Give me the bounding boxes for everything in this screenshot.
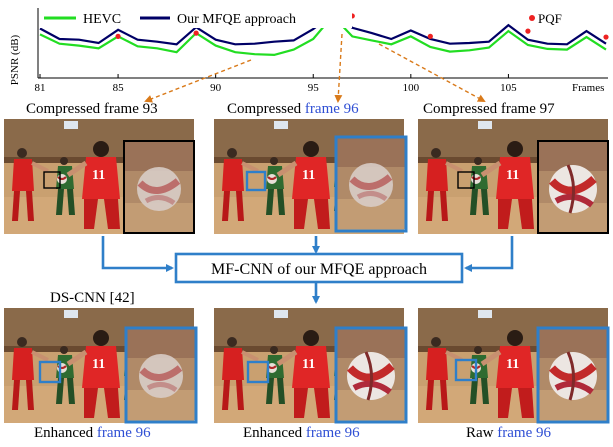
arrow-to-frame97	[378, 43, 486, 102]
zoom-frame-93	[123, 140, 195, 234]
caption-enhanced-mfqe-prefix: Enhanced	[243, 425, 306, 441]
image-raw	[418, 308, 608, 423]
x-axis-label: Frames	[572, 82, 604, 94]
image-compressed-96	[214, 119, 406, 234]
zoom-frame-mfqe	[334, 326, 408, 424]
x-tick-label-90: 90	[210, 82, 222, 94]
arrow-to-frame93	[144, 59, 252, 103]
caption-compressed-96: Compressed frame 96	[227, 101, 359, 117]
zoom-frame-raw	[536, 326, 610, 424]
caption-enhanced-dscnn-frame: frame 96	[97, 425, 151, 441]
flow-connectors	[101, 236, 514, 304]
arrow-to-frame96	[334, 33, 343, 103]
x-tick-label-95: 95	[308, 82, 320, 94]
legend-pqf-box	[522, 10, 574, 28]
image-compressed-93	[4, 119, 194, 234]
pqf-point-89	[193, 30, 199, 36]
frame-arrows	[144, 33, 486, 103]
legend-mfqe-label: Our MFQE approach	[177, 12, 296, 27]
roi-box-97	[457, 171, 475, 189]
legend: HEVC Our MFQE approach PQF	[40, 8, 574, 28]
caption-compressed-93: Compressed frame 93	[26, 101, 158, 117]
legend-hevc-label: HEVC	[83, 12, 121, 27]
caption-raw: Raw frame 96	[466, 425, 551, 441]
legend-pqf-label: PQF	[538, 11, 562, 26]
connector-left	[101, 236, 174, 272]
zoom-frame-97	[537, 140, 609, 234]
caption-enhanced-mfqe: Enhanced frame 96	[243, 425, 360, 441]
zoom-frame-96	[334, 135, 408, 233]
roi-box-93	[43, 171, 61, 189]
pqf-point-101	[427, 33, 433, 40]
legend-pqf-marker	[529, 15, 535, 21]
x-axis-ticks: 81 85 90 95 100 105	[35, 74, 517, 94]
image-compressed-97	[418, 119, 608, 234]
caption-enhanced-dscnn-prefix: Enhanced	[34, 425, 97, 441]
roi-box-dscnn	[38, 360, 62, 384]
dscnn-label: DS-CNN [42]	[50, 290, 135, 306]
caption-compressed-96-frame: frame 96	[305, 101, 359, 117]
y-axis-label: PSNR (dB)	[9, 34, 21, 85]
psnr-chart: PSNR (dB) 81 85 90 95 100 105 Frames HEVC Our…	[9, 8, 609, 94]
x-tick-label-81: 81	[35, 82, 46, 94]
pqf-point-85	[115, 33, 121, 40]
caption-compressed-96-prefix: Compressed	[227, 101, 305, 117]
pqf-point-110	[603, 34, 609, 40]
legend-box	[40, 8, 352, 28]
caption-raw-prefix: Raw	[466, 425, 497, 441]
mfcnn-label: MF-CNN of our MFQE approach	[211, 261, 427, 278]
image-enhanced-dscnn	[4, 308, 196, 423]
roi-box-mfqe	[246, 360, 270, 384]
mfcnn-box	[174, 252, 464, 284]
roi-box-96	[245, 170, 267, 192]
connector-right	[464, 236, 514, 272]
zoom-frame-dscnn	[124, 326, 198, 424]
caption-raw-frame: frame 96	[497, 425, 551, 441]
caption-enhanced-mfqe-frame: frame 96	[306, 425, 360, 441]
x-tick-label-105: 105	[500, 82, 517, 94]
caption-enhanced-dscnn: Enhanced frame 96	[34, 425, 151, 441]
pqf-point-106	[525, 28, 531, 34]
caption-compressed-97: Compressed frame 97	[423, 101, 555, 117]
x-tick-label-85: 85	[113, 82, 125, 94]
x-tick-label-100: 100	[403, 82, 420, 94]
roi-box-raw	[454, 358, 478, 382]
image-enhanced-mfqe	[214, 308, 406, 423]
